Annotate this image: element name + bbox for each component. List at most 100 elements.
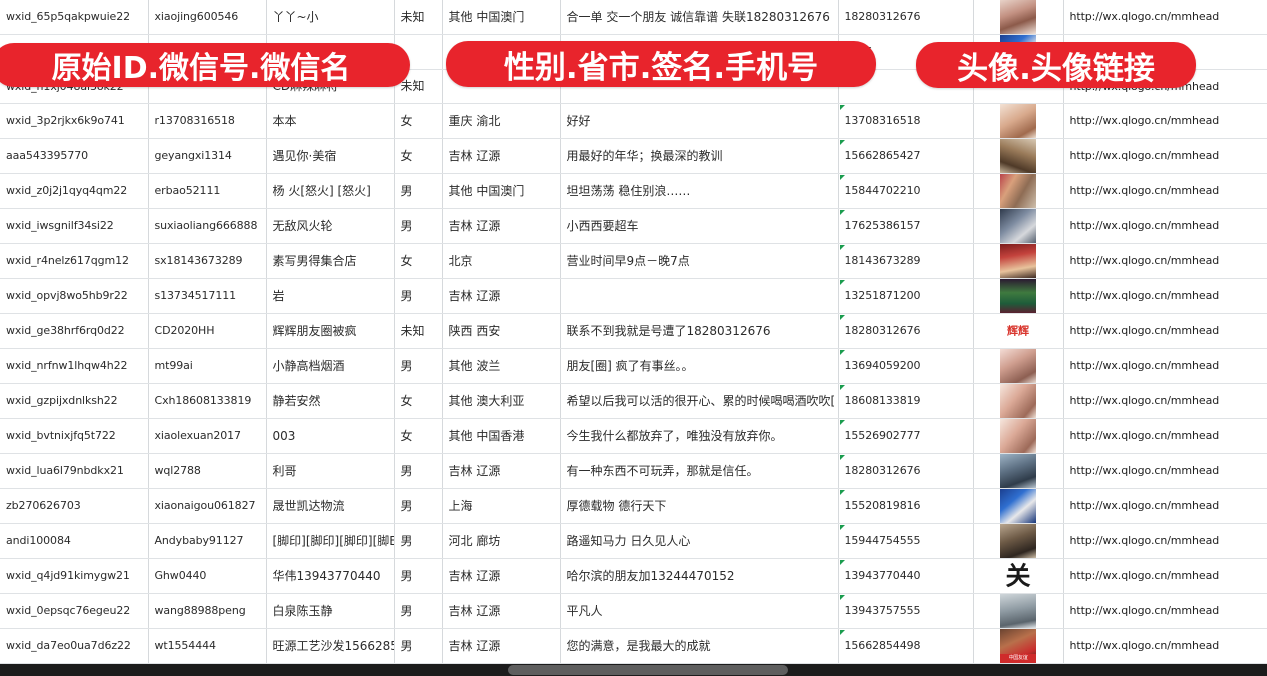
cell-wechat-id[interactable]: wang88988peng	[148, 593, 267, 629]
cell-wechat-id[interactable]: erbao52111	[148, 173, 267, 209]
cell-avatar[interactable]	[973, 593, 1064, 629]
cell-gender[interactable]: 女	[394, 243, 443, 279]
cell-gender[interactable]: 女	[394, 418, 443, 454]
cell-phone[interactable]: 15662865427	[838, 138, 974, 174]
cell-origin-id[interactable]: wxid_iwsgnilf34si22	[0, 208, 149, 244]
cell-wechat-id[interactable]: xiaonaigou061827	[148, 488, 267, 524]
table-row[interactable]: wxid_lua6l79nbdkx21 wql2788 利哥男吉林 辽源 有一种东西不…	[0, 453, 1267, 489]
cell-origin-id[interactable]: wxid_nrfnw1lhqw4h22	[0, 348, 149, 384]
cell-wechat-id[interactable]: r13708316518	[148, 103, 267, 139]
cell-wechat-name[interactable]: [脚印][脚印][脚印][脚E	[266, 523, 395, 559]
cell-avatar[interactable]	[973, 488, 1064, 524]
cell-origin-id[interactable]: wxid_65p5qakpwuie22	[0, 0, 149, 35]
cell-phone[interactable]: 13943757555	[838, 593, 974, 629]
cell-avatar[interactable]: 中国友谊	[973, 628, 1064, 664]
cell-wechat-id[interactable]: CD2020HH	[148, 313, 267, 349]
cell-region[interactable]: 其他 波兰	[442, 348, 561, 384]
cell-signature[interactable]: 哈尔滨的朋友加13244470152	[560, 558, 839, 594]
cell-wechat-name[interactable]: 无敌风火轮	[266, 208, 395, 244]
cell-avatar-url[interactable]: http://wx.qlogo.cn/mmhead	[1063, 488, 1267, 524]
cell-avatar[interactable]: 关	[973, 558, 1064, 594]
cell-gender[interactable]: 男	[394, 278, 443, 314]
cell-wechat-name[interactable]: 本本	[266, 103, 395, 139]
cell-avatar-url[interactable]: http://wx.qlogo.cn/mmhead	[1063, 628, 1267, 664]
cell-origin-id[interactable]: wxid_0epsqc76egeu22	[0, 593, 149, 629]
cell-avatar-url[interactable]: http://wx.qlogo.cn/mmhead	[1063, 558, 1267, 594]
horizontal-scrollbar-thumb[interactable]	[508, 665, 788, 675]
cell-wechat-name[interactable]: 白泉陈玉静	[266, 593, 395, 629]
cell-wechat-name[interactable]: 辉辉朋友圈被疯	[266, 313, 395, 349]
cell-signature[interactable]: 有一种东西不可玩弄，那就是信任。	[560, 453, 839, 489]
cell-origin-id[interactable]: wxid_lua6l79nbdkx21	[0, 453, 149, 489]
cell-phone[interactable]: 15944754555	[838, 523, 974, 559]
cell-wechat-name[interactable]: 遇见你·美宿	[266, 138, 395, 174]
cell-region[interactable]: 上海	[442, 488, 561, 524]
cell-gender[interactable]: 女	[394, 103, 443, 139]
cell-wechat-name[interactable]: 华伟13943770440	[266, 558, 395, 594]
cell-wechat-id[interactable]: s13734517111	[148, 278, 267, 314]
cell-origin-id[interactable]: zb270626703	[0, 488, 149, 524]
cell-phone[interactable]: 18280312676	[838, 453, 974, 489]
cell-signature[interactable]: 希望以后我可以活的很开心、累的时候喝喝酒吹吹[	[560, 383, 839, 419]
cell-gender[interactable]: 女	[394, 138, 443, 174]
cell-phone[interactable]: 15526902777	[838, 418, 974, 454]
cell-avatar-url[interactable]: http://wx.qlogo.cn/mmhead	[1063, 523, 1267, 559]
cell-wechat-name[interactable]: 丫丫~小	[266, 0, 395, 35]
cell-phone[interactable]: 13251871200	[838, 278, 974, 314]
table-row[interactable]: wxid_z0j2j1qyq4qm22 erbao52111 杨 火[怒火] [怒火…	[0, 173, 1267, 209]
cell-wechat-name[interactable]: 静若安然	[266, 383, 395, 419]
cell-region[interactable]: 吉林 辽源	[442, 593, 561, 629]
cell-origin-id[interactable]: wxid_opvj8wo5hb9r22	[0, 278, 149, 314]
cell-region[interactable]: 吉林 辽源	[442, 208, 561, 244]
cell-avatar-url[interactable]: http://wx.qlogo.cn/mmhead	[1063, 138, 1267, 174]
cell-avatar-url[interactable]: http://wx.qlogo.cn/mmhead	[1063, 348, 1267, 384]
cell-avatar[interactable]	[973, 0, 1064, 35]
cell-origin-id[interactable]: wxid_bvtnixjfq5t722	[0, 418, 149, 454]
cell-region[interactable]: 其他 澳大利亚	[442, 383, 561, 419]
cell-gender[interactable]: 男	[394, 348, 443, 384]
table-row[interactable]: wxid_q4jd91kimygw21 Ghw0440 华伟13943770440 男…	[0, 558, 1267, 594]
cell-phone[interactable]: 18280312676	[838, 313, 974, 349]
cell-avatar[interactable]	[973, 348, 1064, 384]
table-row[interactable]: wxid_65p5qakpwuie22 xiaojing600546 丫丫~小 未知其…	[0, 0, 1267, 35]
cell-wechat-id[interactable]: wql2788	[148, 453, 267, 489]
cell-gender[interactable]: 男	[394, 593, 443, 629]
cell-phone[interactable]: 18608133819	[838, 383, 974, 419]
table-row[interactable]: wxid_3p2rjkx6k9o741 r13708316518 本本女重庆 渝北好…	[0, 103, 1267, 139]
cell-gender[interactable]: 男	[394, 523, 443, 559]
cell-avatar-url[interactable]: http://wx.qlogo.cn/mmhead	[1063, 243, 1267, 279]
cell-phone[interactable]: 15844702210	[838, 173, 974, 209]
table-row[interactable]: wxid_ge38hrf6rq0d22 CD2020HH 辉辉朋友圈被疯 未知 陕西 西…	[0, 313, 1267, 349]
cell-gender[interactable]: 男	[394, 453, 443, 489]
cell-avatar-url[interactable]: http://wx.qlogo.cn/mmhead	[1063, 593, 1267, 629]
cell-signature[interactable]: 您的满意，是我最大的成就	[560, 628, 839, 664]
cell-avatar[interactable]: 辉辉	[973, 313, 1064, 349]
cell-wechat-id[interactable]: wt1554444	[148, 628, 267, 664]
cell-avatar-url[interactable]: http://wx.qlogo.cn/mmhead	[1063, 103, 1267, 139]
cell-gender[interactable]: 男	[394, 488, 443, 524]
cell-gender[interactable]: 女	[394, 383, 443, 419]
cell-phone[interactable]: 18280312676	[838, 0, 974, 35]
table-row[interactable]: wxid_r4nelz617qgm12 sx18143673289 素写男得集合店女…	[0, 243, 1267, 279]
cell-signature[interactable]: 小西西要超车	[560, 208, 839, 244]
cell-wechat-id[interactable]: xiaojing600546	[148, 0, 267, 35]
table-row[interactable]: zb270626703 xiaonaigou061827 晟世凯达物流男上海 厚德载物…	[0, 488, 1267, 524]
cell-avatar-url[interactable]: http://wx.qlogo.cn/mmhead	[1063, 383, 1267, 419]
cell-region[interactable]: 吉林 辽源	[442, 138, 561, 174]
cell-gender[interactable]: 男	[394, 558, 443, 594]
table-row[interactable]: andi100084 Andybaby91127 [脚印][脚印][脚印][脚E 男河…	[0, 523, 1267, 559]
cell-wechat-name[interactable]: 素写男得集合店	[266, 243, 395, 279]
cell-gender[interactable]: 男	[394, 173, 443, 209]
cell-avatar-url[interactable]: http://wx.qlogo.cn/mmhead	[1063, 0, 1267, 35]
cell-phone[interactable]: 18143673289	[838, 243, 974, 279]
cell-avatar[interactable]	[973, 173, 1064, 209]
cell-wechat-name[interactable]: 小静高档烟酒	[266, 348, 395, 384]
cell-region[interactable]: 陕西 西安	[442, 313, 561, 349]
cell-wechat-id[interactable]: Ghw0440	[148, 558, 267, 594]
cell-wechat-name[interactable]: 晟世凯达物流	[266, 488, 395, 524]
cell-wechat-id[interactable]: sx18143673289	[148, 243, 267, 279]
cell-region[interactable]: 吉林 辽源	[442, 628, 561, 664]
table-row[interactable]: wxid_0epsqc76egeu22 wang88988peng 白泉陈玉静男吉林…	[0, 593, 1267, 629]
cell-signature[interactable]: 联系不到我就是号遭了18280312676	[560, 313, 839, 349]
